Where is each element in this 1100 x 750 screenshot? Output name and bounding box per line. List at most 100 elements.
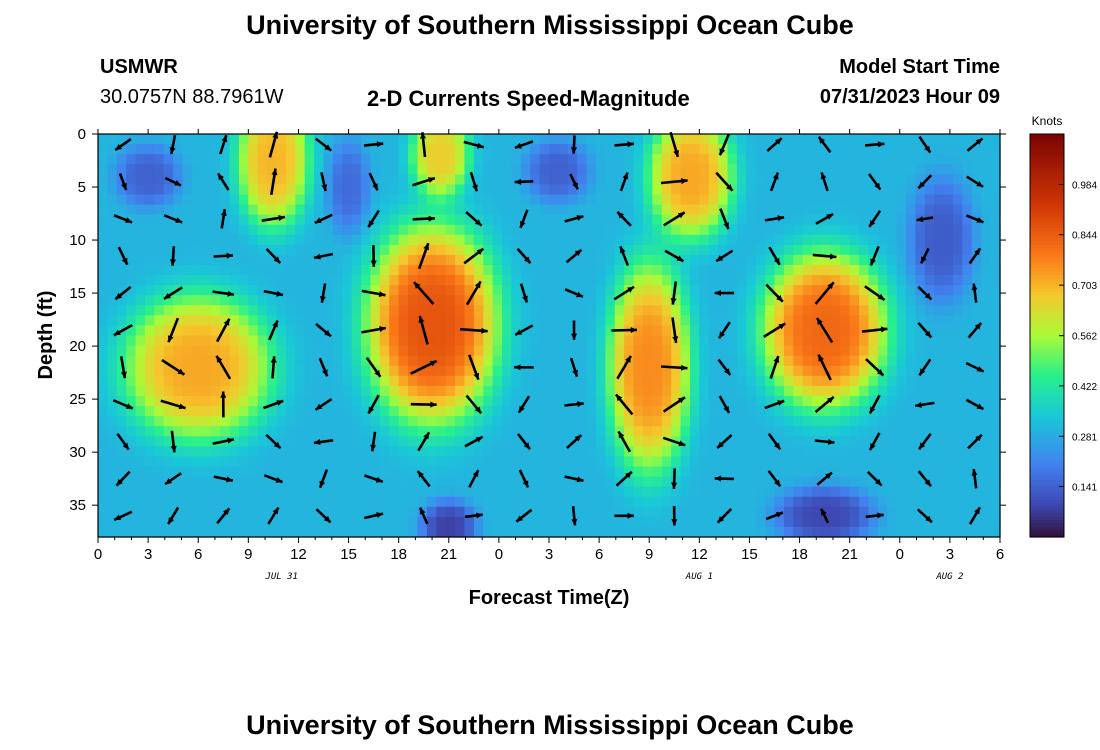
heatmap-cell: [746, 385, 757, 397]
arrow-head: [723, 222, 729, 230]
heatmap-cell: [389, 345, 400, 357]
heatmap-cell: [605, 325, 616, 337]
heatmap-cell: [633, 264, 644, 276]
heatmap-cell: [849, 254, 860, 266]
heatmap-cell: [953, 264, 964, 276]
heatmap-cell: [680, 335, 691, 347]
heatmap-cell: [276, 335, 287, 347]
heatmap-cell: [614, 285, 625, 296]
heatmap-cell: [642, 355, 653, 367]
heatmap-cell: [426, 194, 437, 206]
heatmap-cell: [887, 174, 898, 185]
heatmap-cell: [774, 164, 785, 175]
heatmap-cell: [464, 204, 475, 216]
current-arrow: [820, 508, 830, 524]
heatmap-cell: [276, 325, 287, 337]
heatmap-cell: [896, 295, 907, 306]
heatmap-cell: [492, 496, 503, 508]
heatmap-cell: [793, 446, 804, 457]
arrow-head: [322, 369, 328, 377]
arrow-head: [278, 215, 285, 221]
heatmap-cell: [464, 174, 475, 185]
heatmap-cell: [173, 436, 184, 447]
current-arrow: [965, 398, 985, 411]
arrow-head: [827, 396, 834, 404]
heatmap-cell: [379, 224, 390, 236]
colorbar-segment: [1030, 489, 1064, 494]
heatmap-cell: [642, 516, 653, 528]
heatmap-cell: [473, 526, 484, 538]
heatmap-cell: [314, 395, 325, 407]
heatmap-cell: [257, 325, 268, 337]
heatmap-cell: [107, 295, 118, 306]
heatmap-cell: [511, 315, 522, 327]
heatmap-cell: [633, 456, 644, 468]
heatmap-cell: [642, 466, 653, 478]
heatmap-cell: [558, 224, 569, 236]
colorbar-segment: [1030, 224, 1064, 229]
heatmap-cell: [342, 436, 353, 447]
heatmap-cell: [962, 506, 973, 518]
heatmap-cell: [182, 264, 193, 276]
heatmap-cell: [962, 476, 973, 488]
heatmap-cell: [126, 456, 137, 468]
heatmap-cell: [661, 406, 672, 417]
heatmap-cell: [210, 275, 221, 286]
heatmap-cell: [520, 244, 531, 256]
heatmap-cell: [586, 254, 597, 266]
heatmap-cell: [830, 154, 841, 165]
heatmap-cell: [398, 224, 409, 236]
heatmap-cell: [483, 154, 494, 165]
heatmap-cell: [144, 416, 155, 427]
heatmap-cell: [370, 164, 381, 175]
heatmap-cell: [267, 295, 278, 306]
heatmap-cell: [671, 385, 682, 397]
heatmap-cell: [605, 446, 616, 457]
heatmap-cell: [586, 305, 597, 316]
heatmap-cell: [492, 325, 503, 337]
current-arrow: [213, 252, 234, 259]
heatmap-cell: [605, 174, 616, 185]
heatmap-cell: [408, 506, 419, 518]
heatmap-cell: [304, 476, 315, 488]
heatmap-cell: [455, 486, 466, 498]
current-arrow: [170, 430, 177, 453]
heatmap-cell: [652, 154, 663, 165]
heatmap-cell: [323, 285, 334, 296]
heatmap-cell: [332, 234, 343, 246]
heatmap-cell: [812, 365, 823, 377]
heatmap-cell: [492, 244, 503, 256]
heatmap-cell: [971, 516, 982, 528]
heatmap-cell: [173, 476, 184, 488]
heatmap-cell: [304, 466, 315, 478]
current-arrow: [565, 248, 583, 264]
heatmap-cell: [248, 264, 259, 276]
heatmap-cell: [285, 446, 296, 457]
x-tick-label: 6: [194, 546, 202, 563]
heatmap-cell: [436, 184, 447, 196]
heatmap-cell: [736, 275, 747, 286]
heatmap-cell: [821, 224, 832, 236]
heatmap-cell: [755, 516, 766, 528]
heatmap-cell: [633, 184, 644, 196]
current-arrow: [714, 290, 735, 297]
heatmap-cell: [718, 355, 729, 367]
heatmap-cell: [107, 234, 118, 246]
current-arrow: [566, 434, 583, 450]
heatmap-cell: [201, 406, 212, 417]
arrow-head: [817, 318, 823, 325]
heatmap-cell: [304, 375, 315, 387]
current-arrow: [313, 439, 334, 445]
arrow-head: [726, 184, 733, 191]
heatmap-cell: [727, 325, 738, 337]
heatmap-cell: [154, 164, 165, 175]
heatmap-cell: [633, 325, 644, 337]
heatmap-cell: [332, 516, 343, 528]
heatmap-cell: [595, 234, 606, 246]
heatmap-cell: [765, 506, 776, 518]
heatmap-cell: [417, 275, 428, 286]
heatmap-cell: [793, 466, 804, 478]
heatmap-cell: [671, 496, 682, 508]
heatmap-cell: [746, 406, 757, 417]
heatmap-cell: [116, 345, 127, 357]
